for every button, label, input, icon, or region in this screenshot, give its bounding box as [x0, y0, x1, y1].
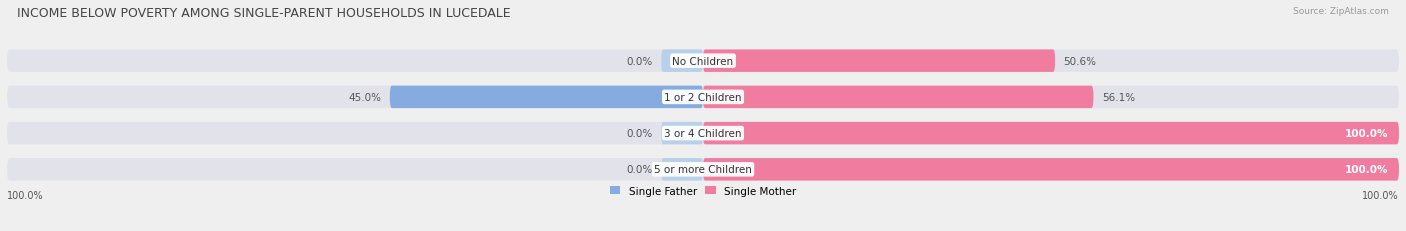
FancyBboxPatch shape: [7, 50, 1399, 73]
FancyBboxPatch shape: [7, 122, 1399, 145]
Text: 0.0%: 0.0%: [627, 56, 652, 66]
FancyBboxPatch shape: [661, 158, 703, 181]
Legend: Single Father, Single Mother: Single Father, Single Mother: [610, 186, 796, 196]
Text: 100.0%: 100.0%: [1362, 190, 1399, 200]
Text: 0.0%: 0.0%: [627, 165, 652, 175]
FancyBboxPatch shape: [703, 50, 1054, 73]
FancyBboxPatch shape: [7, 86, 1399, 109]
Text: 50.6%: 50.6%: [1063, 56, 1097, 66]
Text: 100.0%: 100.0%: [1346, 165, 1389, 175]
Text: 100.0%: 100.0%: [7, 190, 44, 200]
Text: Source: ZipAtlas.com: Source: ZipAtlas.com: [1294, 7, 1389, 16]
Text: No Children: No Children: [672, 56, 734, 66]
FancyBboxPatch shape: [389, 86, 703, 109]
FancyBboxPatch shape: [703, 122, 1399, 145]
Text: 5 or more Children: 5 or more Children: [654, 165, 752, 175]
FancyBboxPatch shape: [661, 50, 703, 73]
Text: 1 or 2 Children: 1 or 2 Children: [664, 92, 742, 103]
FancyBboxPatch shape: [7, 158, 1399, 181]
Text: 3 or 4 Children: 3 or 4 Children: [664, 128, 742, 139]
FancyBboxPatch shape: [703, 158, 1399, 181]
FancyBboxPatch shape: [703, 86, 1094, 109]
FancyBboxPatch shape: [661, 122, 703, 145]
Text: 56.1%: 56.1%: [1102, 92, 1135, 103]
Text: INCOME BELOW POVERTY AMONG SINGLE-PARENT HOUSEHOLDS IN LUCEDALE: INCOME BELOW POVERTY AMONG SINGLE-PARENT…: [17, 7, 510, 20]
Text: 100.0%: 100.0%: [1346, 128, 1389, 139]
Text: 45.0%: 45.0%: [349, 92, 381, 103]
Text: 0.0%: 0.0%: [627, 128, 652, 139]
